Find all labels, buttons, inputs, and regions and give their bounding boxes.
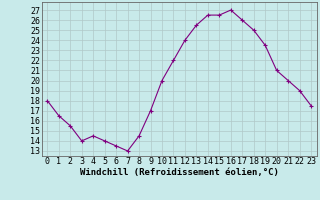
X-axis label: Windchill (Refroidissement éolien,°C): Windchill (Refroidissement éolien,°C): [80, 168, 279, 177]
